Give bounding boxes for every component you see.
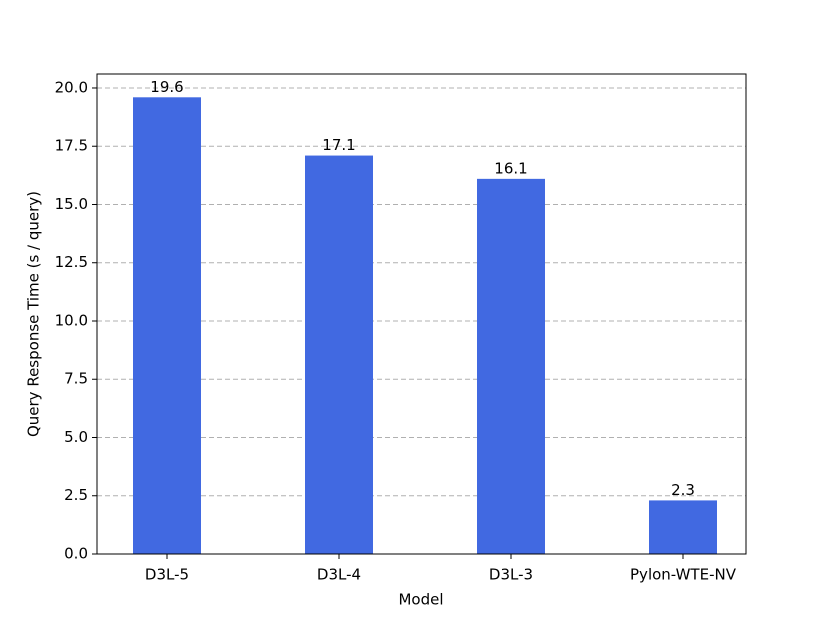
plot-frame [96, 73, 747, 555]
y-tick-label: 7.5 [64, 370, 88, 388]
y-tick-label: 17.5 [55, 137, 88, 155]
y-tick-label: 5.0 [64, 428, 88, 446]
x-tick-label: D3L-4 [317, 566, 361, 584]
y-tick-label: 2.5 [64, 486, 88, 504]
y-tick-label: 15.0 [55, 195, 88, 213]
x-axis-label: Model [398, 591, 443, 609]
x-tick-label: D3L-5 [145, 566, 189, 584]
data-label: 16.1 [494, 159, 527, 177]
y-axis-label: Query Response Time (s / query) [25, 191, 43, 437]
data-label: 2.3 [671, 481, 695, 499]
y-tick-label: 0.0 [64, 545, 88, 563]
y-tick-label: 12.5 [55, 253, 88, 271]
data-label: 19.6 [150, 78, 183, 96]
x-tick-label: D3L-3 [489, 566, 533, 584]
data-label: 17.1 [322, 136, 355, 154]
bar [305, 155, 373, 554]
x-tick-label: Pylon-WTE-NV [630, 566, 737, 584]
bar [133, 97, 201, 555]
y-tick-label: 10.0 [55, 311, 88, 329]
bar [649, 500, 717, 554]
bar [477, 178, 545, 554]
y-tick-label: 20.0 [55, 78, 88, 96]
